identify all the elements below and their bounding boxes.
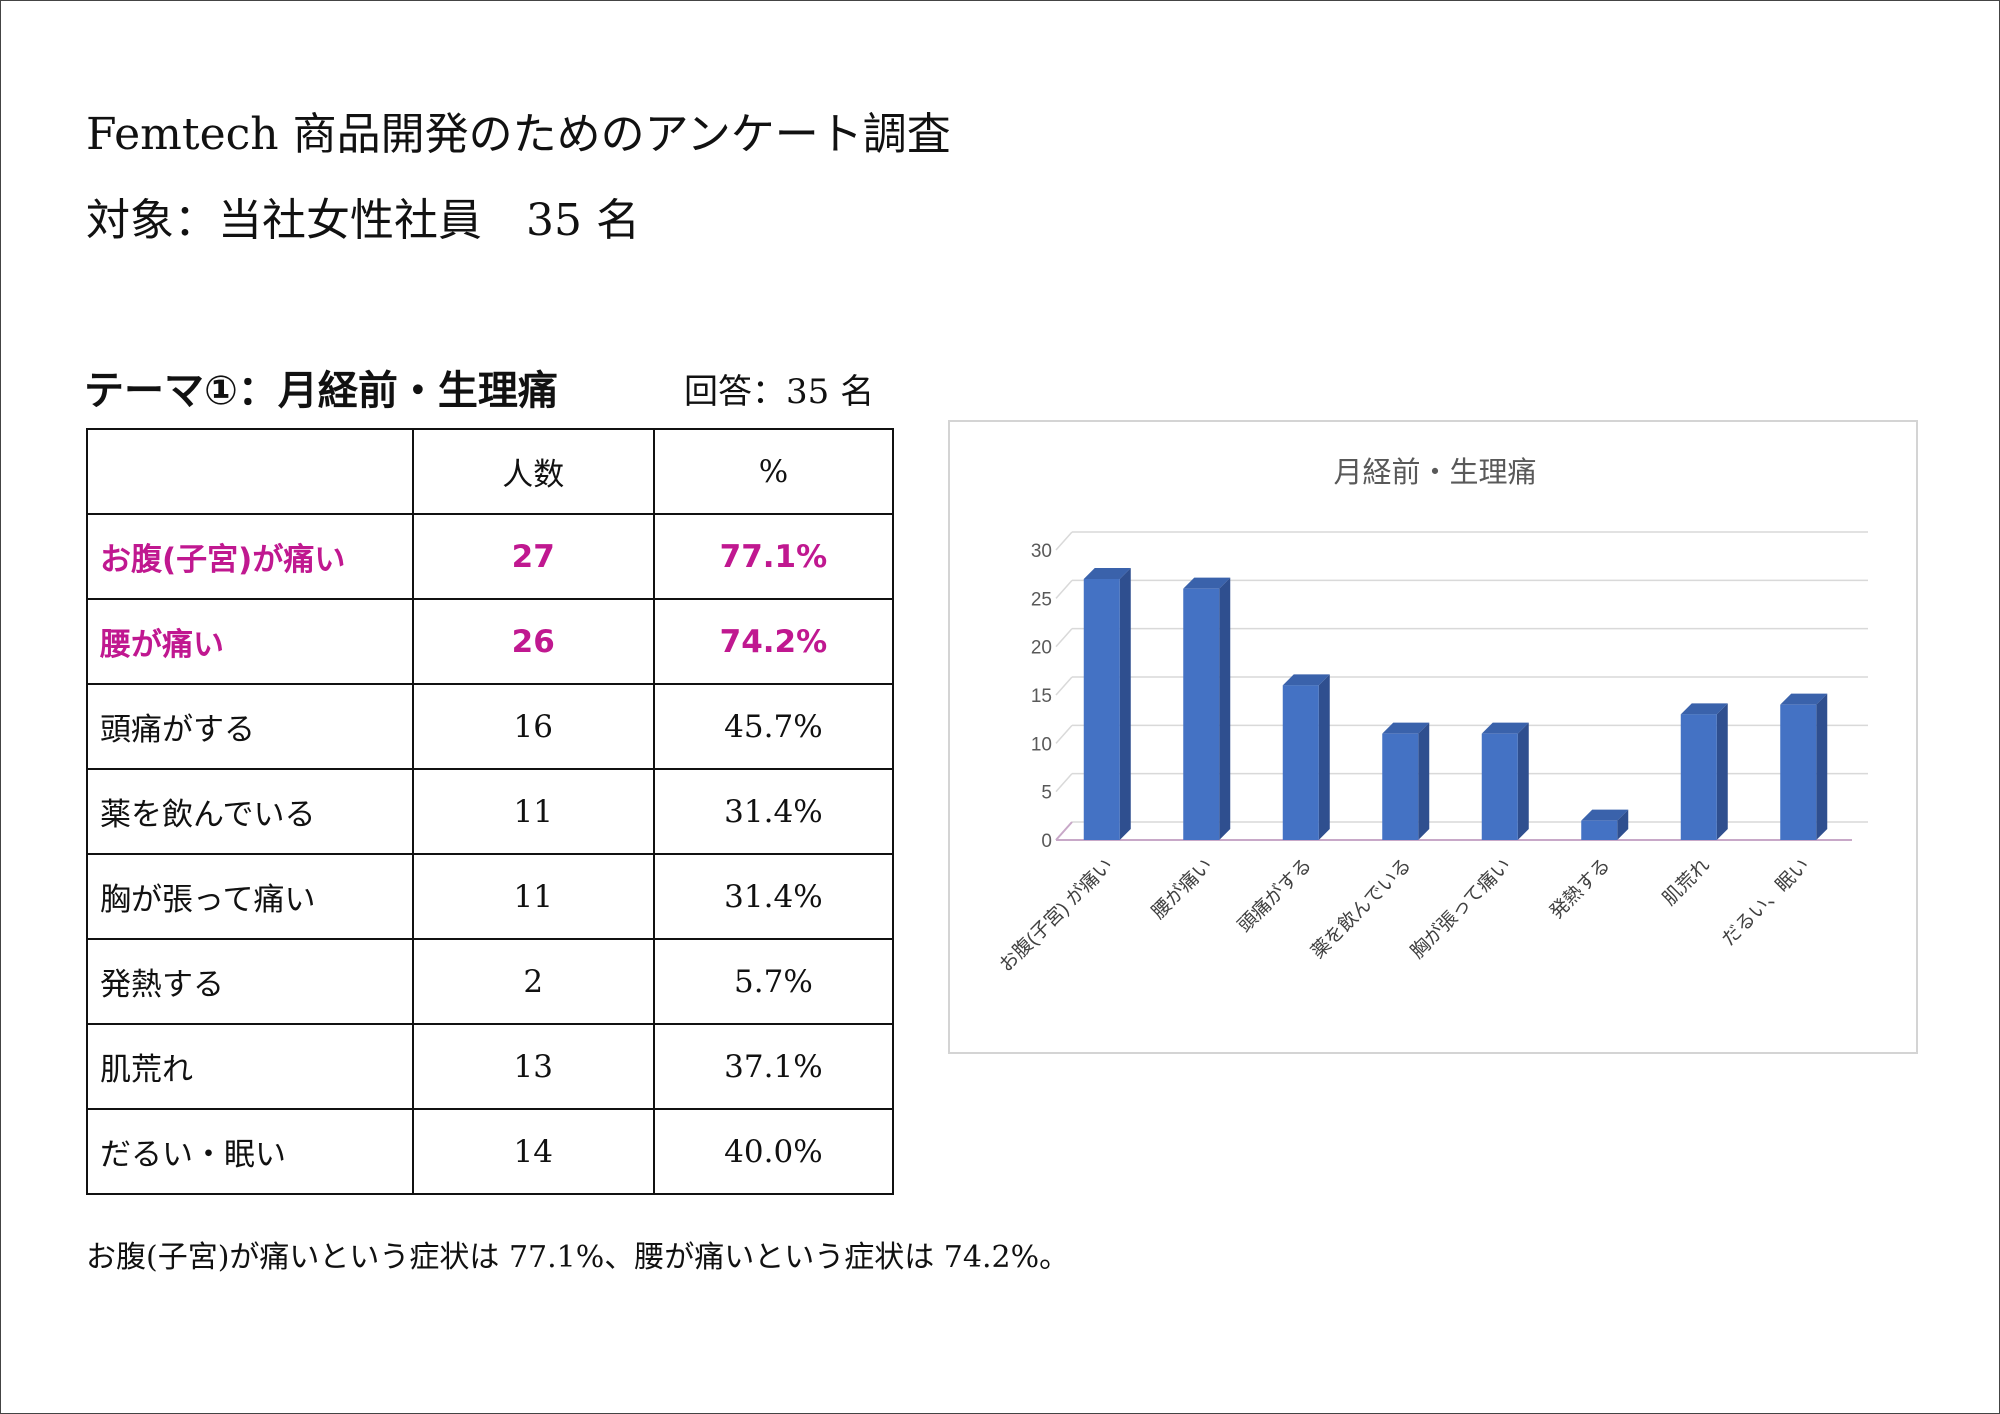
bar-top bbox=[1581, 809, 1629, 821]
row-percent: 74.2% bbox=[652, 598, 895, 685]
row-label: 薬を飲んでいる bbox=[86, 768, 414, 855]
row-label: 肌荒れ bbox=[86, 1023, 414, 1110]
floor-side-edge bbox=[1055, 821, 1073, 841]
bar bbox=[1183, 588, 1220, 840]
row-label: 腰が痛い bbox=[86, 598, 414, 685]
bar-top bbox=[1282, 674, 1330, 686]
row-percent: 31.4% bbox=[652, 853, 895, 940]
bar bbox=[1680, 714, 1717, 840]
x-tick-label: お腹(子宮) が痛い bbox=[995, 854, 1117, 976]
chart-title: 月経前・生理痛 bbox=[1333, 456, 1536, 489]
bar-top bbox=[1481, 722, 1529, 734]
table-row: 肌荒れ 13 37.1% bbox=[86, 1023, 895, 1110]
theme-heading: テーマ①：月経前・生理痛 bbox=[84, 368, 558, 414]
bar-side bbox=[1119, 568, 1131, 840]
bar-side bbox=[1219, 577, 1231, 840]
y-tick-label: 0 bbox=[1041, 831, 1052, 852]
gridline bbox=[1055, 579, 1073, 599]
row-count: 27 bbox=[411, 513, 655, 600]
gridline bbox=[1055, 531, 1073, 551]
bar-top bbox=[1183, 577, 1231, 589]
x-tick-label: 胸が張って痛い bbox=[1406, 854, 1515, 963]
bar-chart: 月経前・生理痛 0 5 10 15 20 25 30 お腹(子宮) が痛い 腰が痛い 頭痛がする 薬を… bbox=[948, 420, 1918, 1054]
gridline bbox=[1055, 628, 1073, 648]
table-row: だるい・眠い 14 40.0% bbox=[86, 1108, 895, 1195]
table-row: 発熱する 2 5.7% bbox=[86, 938, 895, 1025]
row-count: 13 bbox=[411, 1023, 655, 1110]
y-tick-label: 20 bbox=[1031, 638, 1052, 659]
bar-side bbox=[1318, 674, 1330, 840]
row-percent: 40.0% bbox=[652, 1108, 895, 1195]
row-percent: 45.7% bbox=[652, 683, 895, 770]
summary-text: お腹(子宮)が痛いという症状は 77.1%、腰が痛いという症状は 74.2%。 bbox=[86, 1240, 1070, 1275]
gridline bbox=[1055, 773, 1073, 793]
row-label: 発熱する bbox=[86, 938, 414, 1025]
row-label: 頭痛がする bbox=[86, 683, 414, 770]
y-tick-label: 10 bbox=[1031, 734, 1052, 755]
table-header-cell bbox=[86, 428, 414, 515]
y-tick-label: 25 bbox=[1031, 589, 1052, 610]
bar-top bbox=[1680, 703, 1728, 715]
row-label: お腹(子宮)が痛い bbox=[86, 513, 414, 600]
row-percent: 31.4% bbox=[652, 768, 895, 855]
gridline bbox=[1055, 676, 1073, 696]
bar bbox=[1581, 820, 1618, 840]
row-count: 26 bbox=[411, 598, 655, 685]
bar bbox=[1780, 704, 1817, 840]
row-count: 11 bbox=[411, 853, 655, 940]
row-count: 2 bbox=[411, 938, 655, 1025]
row-count: 14 bbox=[411, 1108, 655, 1195]
bar bbox=[1382, 733, 1419, 840]
x-tick-label: 薬を飲んでいる bbox=[1307, 854, 1416, 963]
table-row: 胸が張って痛い 11 31.4% bbox=[86, 853, 895, 940]
row-percent: 77.1% bbox=[652, 513, 895, 600]
x-tick-label: 発熱する bbox=[1545, 854, 1614, 923]
chart-svg: 月経前・生理痛 0 5 10 15 20 25 30 お腹(子宮) が痛い 腰が痛い 頭痛がする薬を… bbox=[995, 456, 1868, 976]
table-header-cell: 人数 bbox=[411, 428, 655, 515]
gridline bbox=[1055, 724, 1073, 744]
bar-top bbox=[1382, 722, 1430, 734]
bar-side bbox=[1716, 703, 1728, 840]
y-tick-label: 30 bbox=[1031, 541, 1052, 562]
y-tick-label: 15 bbox=[1031, 686, 1052, 707]
bar-side bbox=[1816, 693, 1828, 840]
table-row: 腰が痛い 26 74.2% bbox=[86, 598, 895, 685]
x-tick-label: 肌荒れ bbox=[1658, 854, 1714, 910]
row-percent: 37.1% bbox=[652, 1023, 895, 1110]
table-header-row: 人数 % bbox=[86, 428, 895, 515]
bar-top bbox=[1780, 693, 1828, 705]
y-tick-label: 5 bbox=[1041, 783, 1052, 804]
table-row: 頭痛がする 16 45.7% bbox=[86, 683, 895, 770]
row-label: だるい・眠い bbox=[86, 1108, 414, 1195]
row-label: 胸が張って痛い bbox=[86, 853, 414, 940]
survey-subject: 対象：当社女性社員 35 名 bbox=[86, 195, 640, 246]
x-tick-label: 頭痛がする bbox=[1234, 854, 1317, 937]
survey-title: Femtech 商品開発のためのアンケート調査 bbox=[86, 109, 951, 160]
row-count: 16 bbox=[411, 683, 655, 770]
bar bbox=[1481, 733, 1518, 840]
bar bbox=[1083, 579, 1120, 840]
table-row: 薬を飲んでいる 11 31.4% bbox=[86, 768, 895, 855]
row-count: 11 bbox=[411, 768, 655, 855]
bar-side bbox=[1517, 722, 1529, 840]
answer-count: 回答：35 名 bbox=[684, 372, 875, 412]
table-row: お腹(子宮)が痛い 27 77.1% bbox=[86, 513, 895, 600]
bar bbox=[1282, 685, 1319, 840]
x-tick-label: 腰が痛い bbox=[1147, 854, 1216, 923]
row-percent: 5.7% bbox=[652, 938, 895, 1025]
bar-top bbox=[1083, 568, 1131, 579]
results-table: 人数 % お腹(子宮)が痛い 27 77.1% 腰が痛い 26 74.2% 頭痛… bbox=[86, 428, 895, 1195]
bar-side bbox=[1617, 809, 1629, 840]
bar-side bbox=[1418, 722, 1430, 840]
table-header-cell: % bbox=[652, 428, 895, 515]
x-tick-label: だるい、眠い bbox=[1718, 855, 1813, 950]
